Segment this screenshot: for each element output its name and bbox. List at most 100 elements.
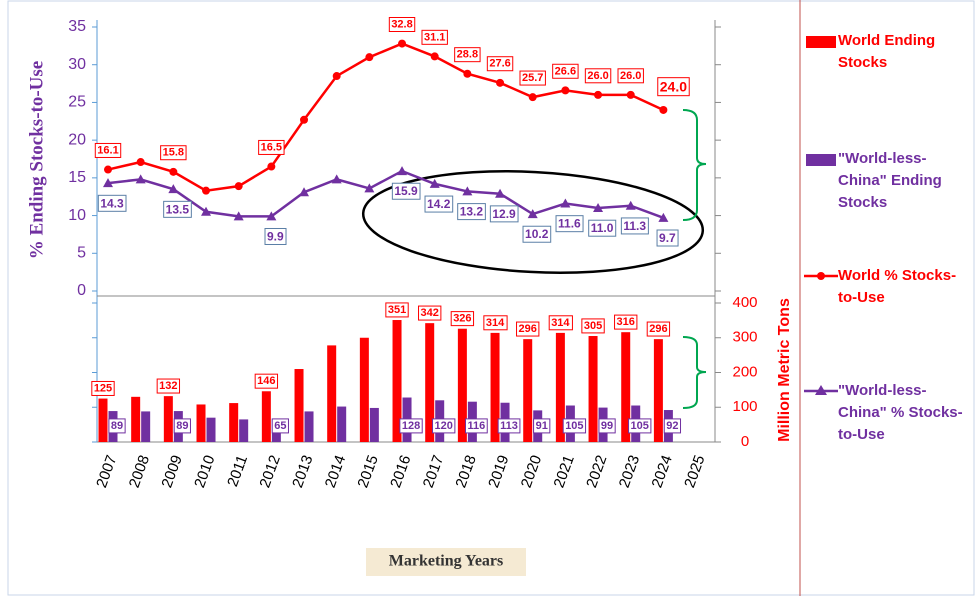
data-label-box [424, 195, 454, 213]
marker [560, 198, 571, 208]
marker [527, 209, 538, 219]
legend-label: "World-less-China" % Stocks-to-Use [838, 382, 963, 443]
marker [202, 186, 211, 195]
marker [593, 203, 604, 213]
y2-tick-label: 0 [741, 433, 749, 450]
data-label: 25.7 [522, 72, 543, 84]
data-label-box [598, 418, 616, 434]
data-label: 105 [565, 420, 583, 432]
marker [496, 78, 505, 87]
line [107, 169, 664, 220]
data-label-box [258, 139, 285, 155]
data-label-box [614, 314, 638, 330]
frame [7, 0, 975, 596]
bar [555, 332, 565, 442]
data-label: 146 [257, 375, 275, 387]
marker [103, 178, 113, 188]
x-tick-label: 2012 [256, 453, 283, 490]
data-label: 14.3 [100, 196, 124, 210]
data-label-box [483, 315, 508, 331]
data-label-box [581, 318, 605, 334]
bar [425, 323, 435, 442]
legend-label: World % Stocks-to-Use [838, 267, 957, 306]
y-axis-label: % Ending Stocks-to-Use [26, 61, 47, 259]
bar [98, 398, 108, 442]
y-tick-label: 15 [68, 169, 86, 186]
bar [337, 406, 347, 442]
x-tick-label: 2010 [191, 453, 218, 490]
data-label-box [656, 229, 679, 247]
data-label-box [516, 321, 540, 337]
data-label-box [464, 418, 488, 434]
marker [104, 165, 112, 174]
data-label: 132 [159, 380, 177, 392]
data-label-box [421, 29, 448, 45]
data-label-box [388, 17, 416, 33]
bar [239, 419, 249, 442]
bar [653, 339, 663, 442]
data-label: 26.0 [587, 70, 608, 82]
marker [300, 115, 309, 124]
x-tick-label: 2007 [93, 453, 120, 490]
x-label-box [366, 548, 526, 576]
bar [196, 404, 206, 442]
marker [169, 167, 178, 176]
data-label: 13.5 [166, 202, 190, 216]
marker [626, 90, 635, 99]
data-label-box [628, 418, 652, 434]
x-tick-label: 2019 [485, 453, 512, 490]
data-label-box [399, 418, 423, 434]
data-label-box [588, 219, 617, 237]
bar [163, 396, 173, 442]
data-label-box [617, 68, 644, 84]
marker [168, 184, 179, 194]
data-label: 105 [631, 420, 649, 432]
bar [294, 369, 304, 442]
data-label: 296 [519, 323, 537, 335]
data-label: 65 [274, 420, 286, 432]
data-label: 11.0 [591, 221, 614, 235]
bar [141, 411, 151, 442]
data-label-box [391, 182, 421, 200]
bar [327, 345, 337, 442]
x-tick-label: 2021 [550, 453, 577, 490]
marker [398, 39, 407, 48]
data-label: 10.2 [525, 227, 549, 241]
data-label-box [254, 373, 279, 389]
data-label-box [97, 194, 127, 212]
data-label-box [108, 418, 126, 434]
x-tick-label: 2025 [681, 453, 708, 490]
legend-label: World Ending Stocks [838, 32, 936, 71]
data-label: 14.2 [427, 197, 451, 211]
x-tick-label: 2018 [452, 453, 479, 490]
marker [495, 188, 506, 198]
data-label-box [497, 418, 521, 434]
data-label-box [173, 418, 191, 434]
x-tick-label: 2011 [224, 453, 251, 489]
data-label-box [457, 203, 486, 221]
marker [233, 211, 244, 221]
data-label: 9.7 [659, 231, 676, 245]
data-label-box [489, 205, 519, 223]
data-label: 296 [649, 323, 667, 335]
legend-label: "World-less-China" Ending Stocks [838, 150, 942, 211]
y2-tick-label: 200 [732, 363, 757, 380]
bar [229, 403, 239, 442]
data-label: 351 [388, 304, 406, 316]
data-label: 305 [584, 320, 602, 332]
marker [234, 182, 243, 191]
data-label-box [385, 302, 409, 318]
bar [457, 328, 467, 442]
data-label-box [584, 68, 612, 84]
bar [304, 411, 314, 442]
marker [625, 200, 636, 210]
data-label-box [533, 418, 551, 434]
bracket [682, 336, 707, 409]
legend-marker [817, 272, 825, 280]
marker [299, 187, 310, 197]
marker [429, 178, 440, 188]
data-label: 11.6 [558, 217, 581, 231]
y-tick-label: 35 [68, 18, 86, 35]
